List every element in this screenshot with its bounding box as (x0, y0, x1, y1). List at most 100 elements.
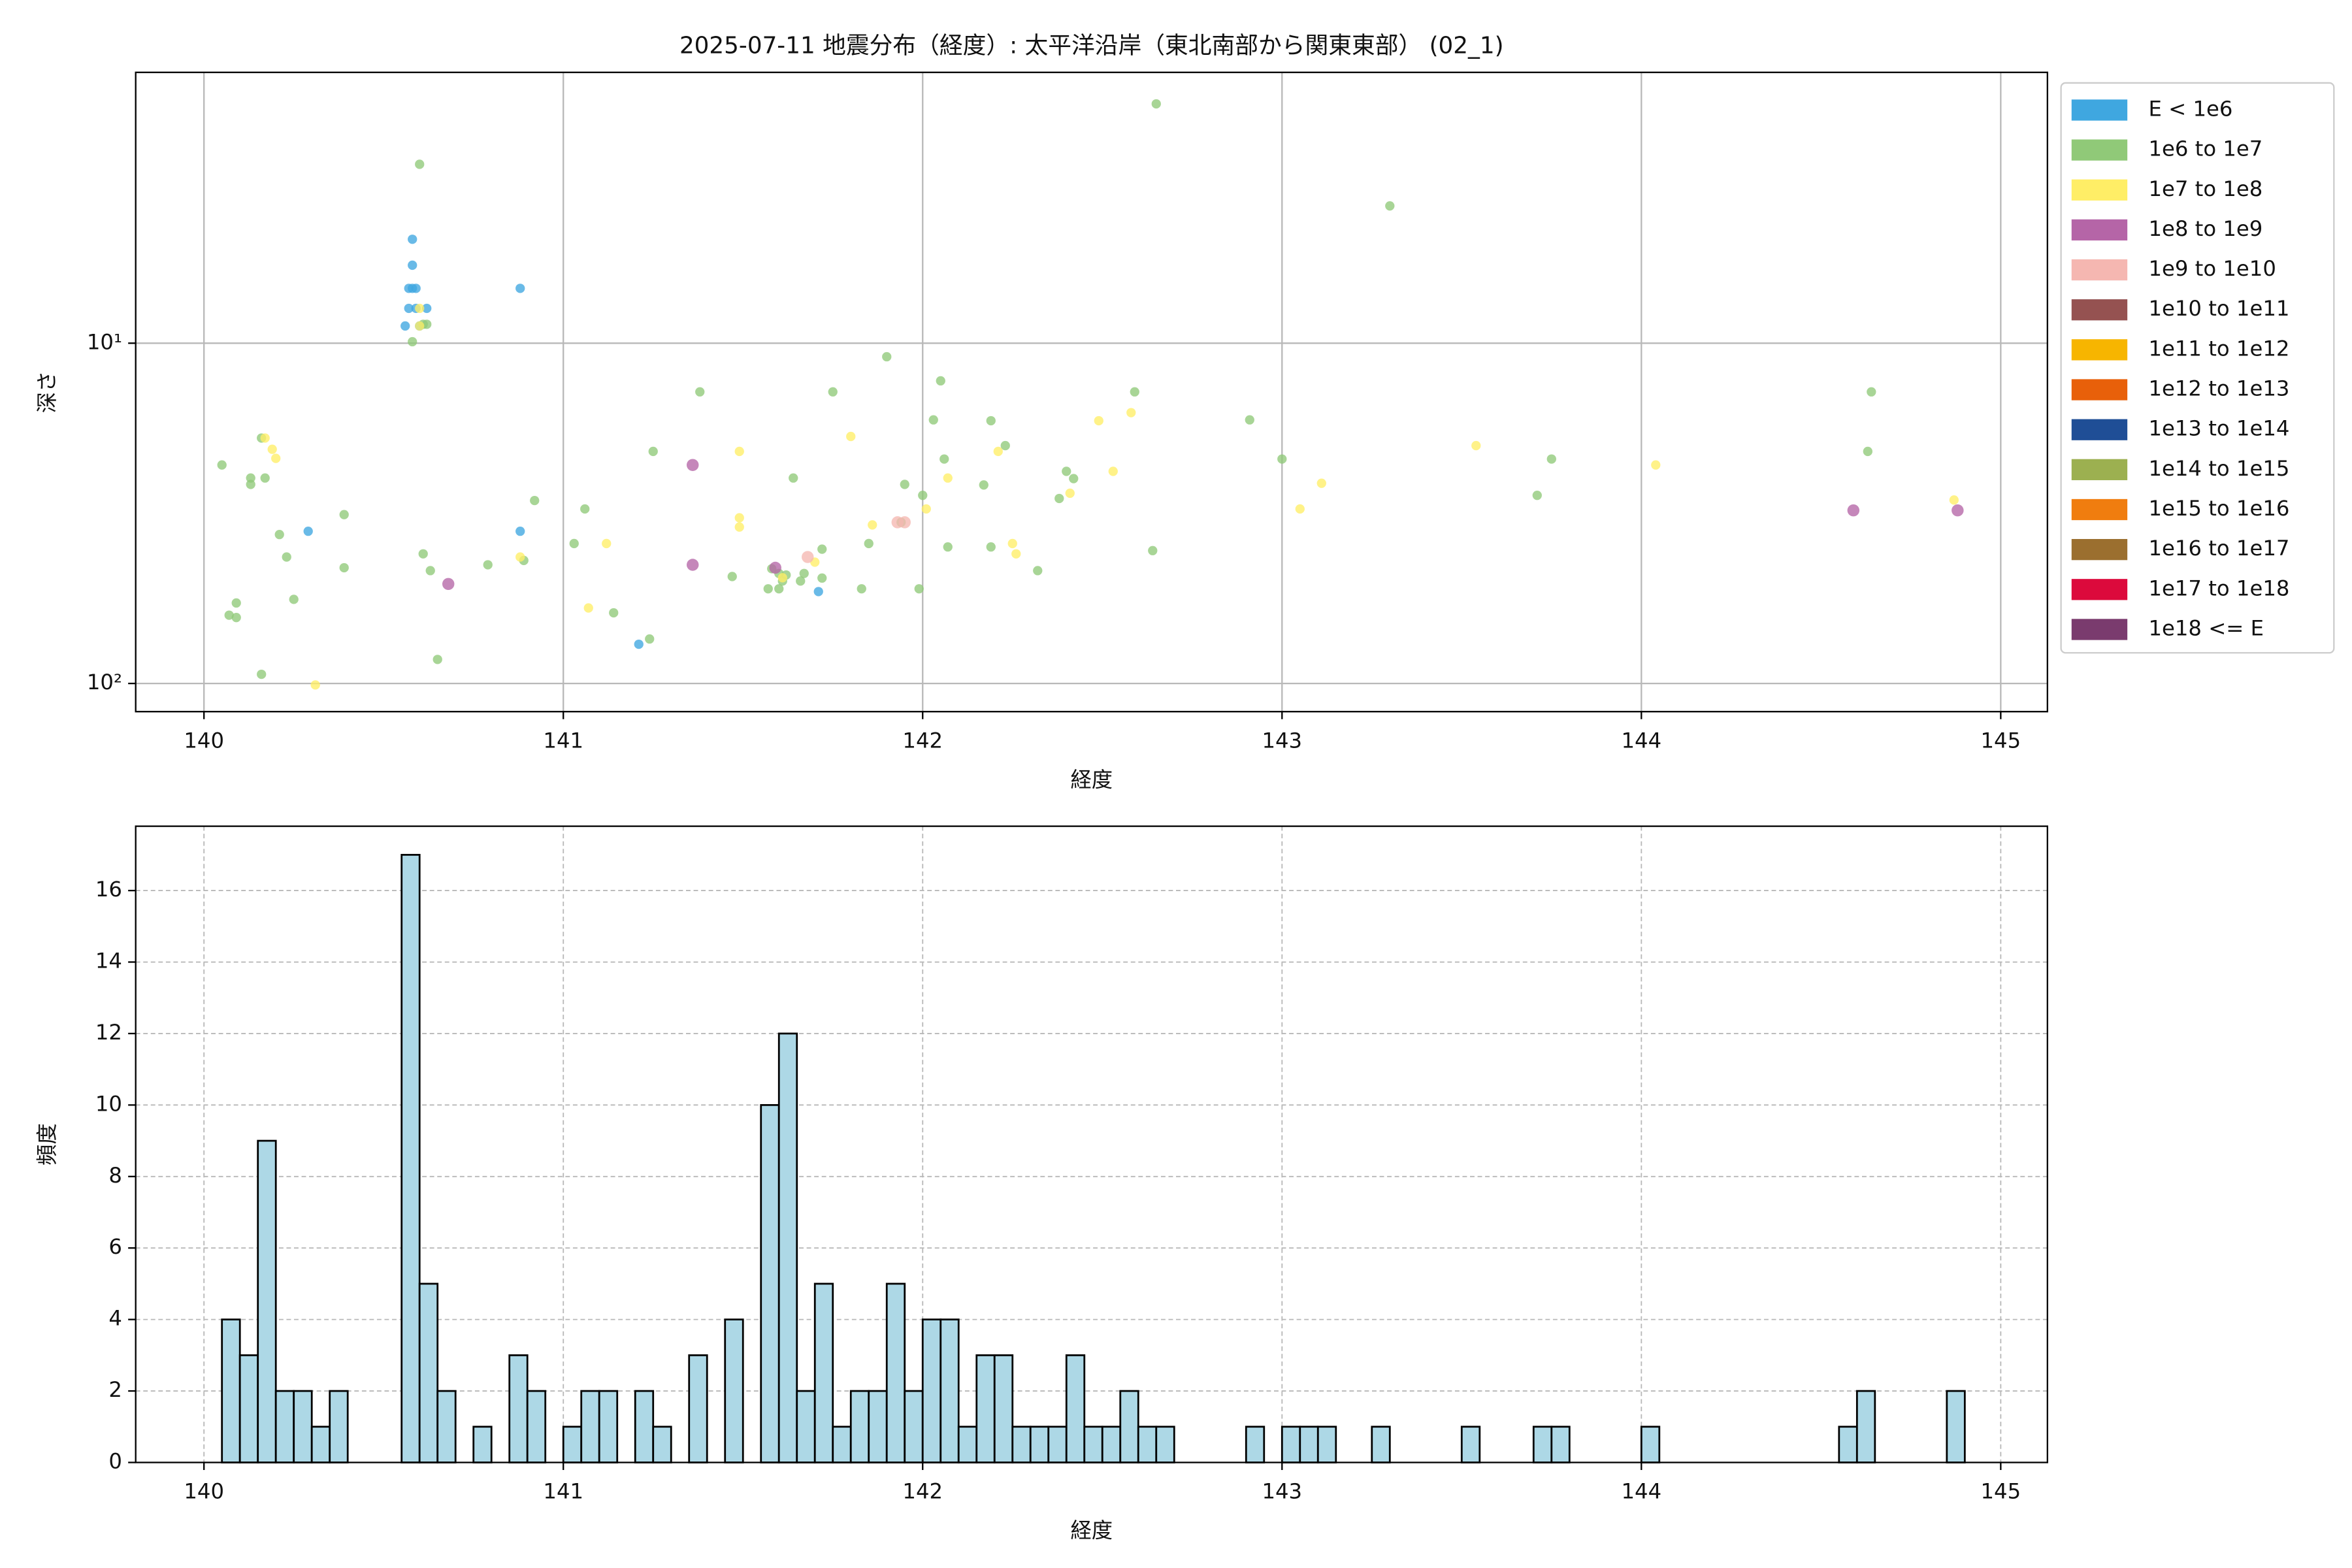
scatter-point (310, 680, 320, 690)
histogram-bar (1119, 1390, 1139, 1463)
histogram-bar (598, 1390, 619, 1463)
y-tick-label: 14 (95, 949, 122, 973)
scatter-point (515, 284, 525, 293)
scatter-point (1130, 387, 1139, 397)
scatter-point (936, 376, 945, 386)
scatter-point (774, 584, 784, 594)
histogram-bar (562, 1426, 583, 1463)
scatter-point (986, 416, 996, 426)
scatter-point (569, 538, 579, 549)
scatter-point (246, 473, 255, 483)
scatter-point (483, 560, 493, 570)
y-axis-label: 頻度 (35, 1123, 59, 1166)
scatter-point (1863, 446, 1872, 457)
scatter-point (231, 598, 241, 608)
histogram-bar (418, 1282, 439, 1463)
x-tick-label: 140 (184, 1479, 224, 1504)
scatter-point (1151, 99, 1161, 109)
histogram-bar (652, 1426, 672, 1463)
histogram-bar (1065, 1354, 1086, 1463)
scatter-point (898, 516, 911, 529)
scatter-point (868, 520, 877, 530)
scatter-point (1000, 440, 1010, 451)
scatter-point (1471, 440, 1481, 451)
histogram-bar (580, 1390, 600, 1463)
histogram-bar (724, 1318, 744, 1463)
histogram-bar (1137, 1426, 1158, 1463)
histogram-bar (1281, 1426, 1301, 1463)
histogram-bar (957, 1426, 978, 1463)
legend-label: 1e12 to 1e13 (2148, 376, 2289, 401)
histogram-bar (939, 1318, 960, 1463)
histogram-bar (221, 1318, 241, 1463)
scatter-point (857, 584, 866, 594)
scatter-point (404, 303, 414, 314)
scatter-point (267, 444, 277, 454)
legend-swatch (2071, 219, 2128, 241)
scatter-point (339, 510, 349, 519)
scatter-point (602, 538, 612, 549)
histogram-bar (688, 1354, 708, 1463)
scatter-point (289, 595, 299, 604)
legend-swatch (2071, 379, 2128, 400)
legend-swatch (2071, 299, 2128, 321)
legend-label: 1e17 to 1e18 (2148, 576, 2289, 600)
histogram-bar (813, 1282, 834, 1463)
histogram-bar (993, 1354, 1014, 1463)
scatter-point (939, 454, 949, 464)
histogram-bar (904, 1390, 924, 1463)
scatter-point (1949, 495, 1959, 505)
scatter-point (634, 639, 644, 649)
y-axis-label: 深さ (35, 371, 59, 414)
x-tick-label: 143 (1262, 1479, 1302, 1504)
scatter-point (1245, 415, 1254, 425)
histogram-bar (472, 1426, 493, 1463)
histogram-bar (885, 1282, 906, 1463)
histogram-bar (1316, 1426, 1337, 1463)
histogram-bar (1838, 1426, 1858, 1463)
scatter-point (734, 513, 744, 523)
legend-label: 1e10 to 1e11 (2148, 296, 2289, 321)
y-tick-label: 10 (95, 1091, 122, 1116)
histogram-bar (526, 1390, 547, 1463)
scatter-point (1094, 416, 1103, 426)
histogram-bar (1946, 1390, 1966, 1463)
scatter-point (231, 613, 241, 623)
legend-label: 1e7 to 1e8 (2148, 176, 2262, 201)
scatter-point (846, 431, 856, 442)
scatter-point (1126, 408, 1136, 417)
axes-frame (135, 825, 2048, 1463)
scatter-point (411, 284, 421, 293)
scatter-point (943, 542, 953, 552)
histogram-bar (436, 1390, 457, 1463)
scatter-point (918, 491, 928, 500)
legend-label: 1e9 to 1e10 (2148, 256, 2276, 281)
scatter-point (695, 387, 705, 397)
histogram-bar (293, 1390, 313, 1463)
legend-label: 1e18 <= E (2148, 615, 2264, 640)
histogram-bar (975, 1354, 996, 1463)
x-axis-label: 経度 (1070, 767, 1113, 792)
scatter-point (900, 480, 909, 489)
legend-label: 1e13 to 1e14 (2148, 416, 2289, 441)
scatter-point (1867, 387, 1876, 397)
scatter-point (796, 576, 806, 586)
legend-swatch (2071, 619, 2128, 640)
scatter-point (769, 561, 781, 574)
scatter-point (1952, 504, 1964, 517)
x-tick-label: 141 (543, 728, 583, 753)
scatter-point (217, 460, 227, 470)
y-tick-label: 0 (108, 1448, 122, 1473)
scatter-point (1295, 504, 1305, 514)
legend-swatch (2071, 259, 2128, 281)
histogram-bar (832, 1426, 852, 1463)
legend-swatch (2071, 419, 2128, 440)
scatter-point (1011, 549, 1021, 559)
scatter-point (224, 610, 234, 620)
histogram-bar (329, 1390, 349, 1463)
histogram-bar (274, 1390, 295, 1463)
scatter-point (1385, 201, 1395, 211)
scatter-point (282, 552, 291, 562)
